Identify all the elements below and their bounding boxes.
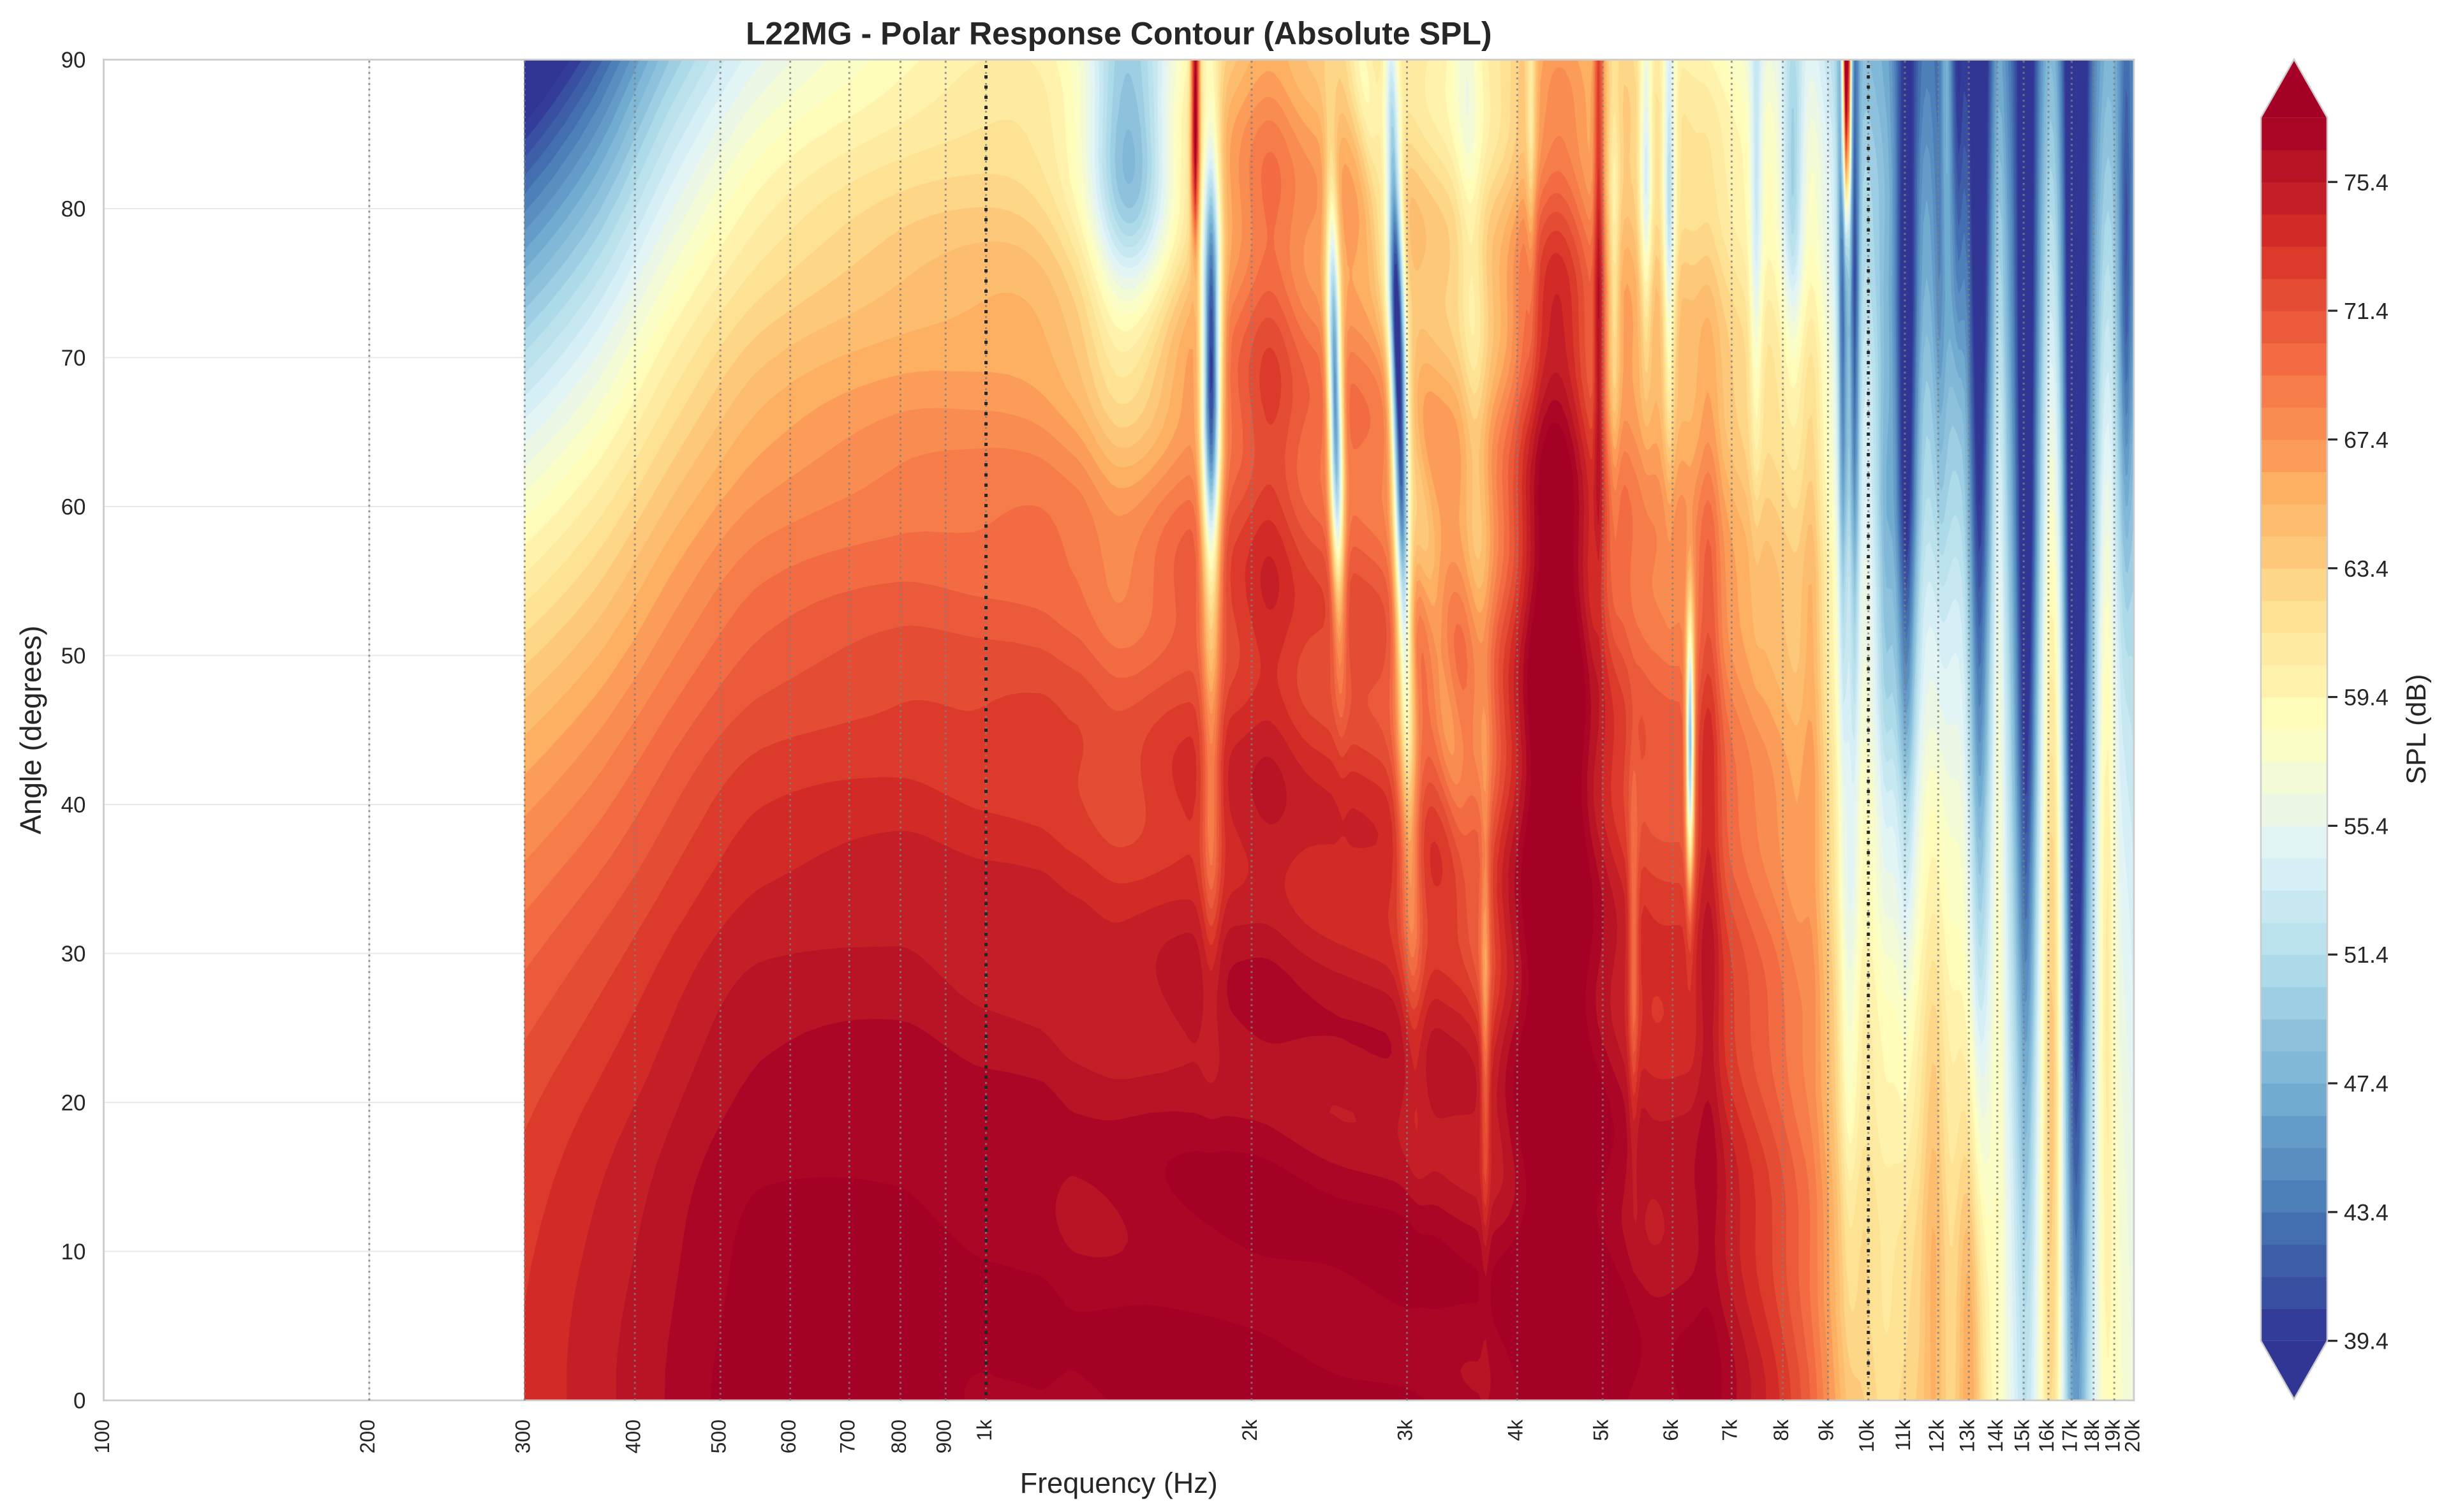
svg-text:18k: 18k	[2080, 1419, 2103, 1453]
svg-text:700: 700	[836, 1419, 859, 1453]
svg-text:80: 80	[61, 197, 86, 222]
svg-text:3k: 3k	[1394, 1419, 1417, 1441]
svg-text:90: 90	[61, 48, 86, 73]
svg-text:15k: 15k	[2010, 1419, 2033, 1453]
svg-text:SPL (dB): SPL (dB)	[2401, 674, 2432, 785]
svg-text:60: 60	[61, 495, 86, 520]
svg-text:300: 300	[512, 1419, 535, 1453]
svg-text:900: 900	[933, 1419, 956, 1453]
svg-text:9k: 9k	[1815, 1419, 1838, 1441]
svg-text:19k: 19k	[2101, 1419, 2124, 1453]
svg-text:63.4: 63.4	[2344, 556, 2388, 582]
svg-text:14k: 14k	[1984, 1419, 2007, 1453]
svg-text:400: 400	[621, 1419, 644, 1453]
svg-text:59.4: 59.4	[2344, 685, 2388, 711]
svg-text:47.4: 47.4	[2344, 1071, 2388, 1097]
svg-text:55.4: 55.4	[2344, 813, 2388, 839]
svg-text:6k: 6k	[1659, 1419, 1682, 1441]
svg-text:75.4: 75.4	[2344, 169, 2388, 195]
svg-text:16k: 16k	[2035, 1419, 2058, 1453]
svg-text:5k: 5k	[1590, 1419, 1613, 1441]
svg-text:7k: 7k	[1719, 1419, 1742, 1441]
svg-text:100: 100	[91, 1419, 114, 1453]
svg-text:4k: 4k	[1504, 1419, 1527, 1441]
svg-text:67.4: 67.4	[2344, 427, 2388, 453]
svg-text:Angle (degrees): Angle (degrees)	[14, 626, 47, 834]
svg-text:30: 30	[61, 942, 86, 967]
svg-text:20: 20	[61, 1091, 86, 1116]
svg-text:17k: 17k	[2059, 1419, 2082, 1453]
svg-text:70: 70	[61, 346, 86, 371]
svg-text:20k: 20k	[2121, 1419, 2144, 1453]
svg-text:71.4: 71.4	[2344, 298, 2388, 324]
svg-text:L22MG - Polar Response Contour: L22MG - Polar Response Contour (Absolute…	[746, 16, 1492, 52]
svg-text:50: 50	[61, 644, 86, 669]
svg-text:0: 0	[73, 1389, 85, 1414]
svg-text:800: 800	[887, 1419, 910, 1453]
svg-text:51.4: 51.4	[2344, 942, 2388, 968]
svg-text:10: 10	[61, 1240, 86, 1264]
svg-text:12k: 12k	[1925, 1419, 1948, 1453]
svg-text:8k: 8k	[1770, 1419, 1793, 1441]
svg-text:2k: 2k	[1238, 1419, 1261, 1441]
svg-text:40: 40	[61, 793, 86, 818]
svg-text:43.4: 43.4	[2344, 1199, 2388, 1226]
svg-text:10k: 10k	[1855, 1419, 1878, 1453]
svg-text:600: 600	[777, 1419, 800, 1453]
svg-text:500: 500	[707, 1419, 730, 1453]
svg-text:200: 200	[356, 1419, 379, 1453]
svg-text:39.4: 39.4	[2344, 1328, 2388, 1354]
svg-text:11k: 11k	[1892, 1419, 1914, 1451]
svg-text:1k: 1k	[973, 1419, 996, 1441]
svg-text:Frequency (Hz): Frequency (Hz)	[1020, 1467, 1218, 1499]
svg-text:13k: 13k	[1956, 1419, 1979, 1453]
